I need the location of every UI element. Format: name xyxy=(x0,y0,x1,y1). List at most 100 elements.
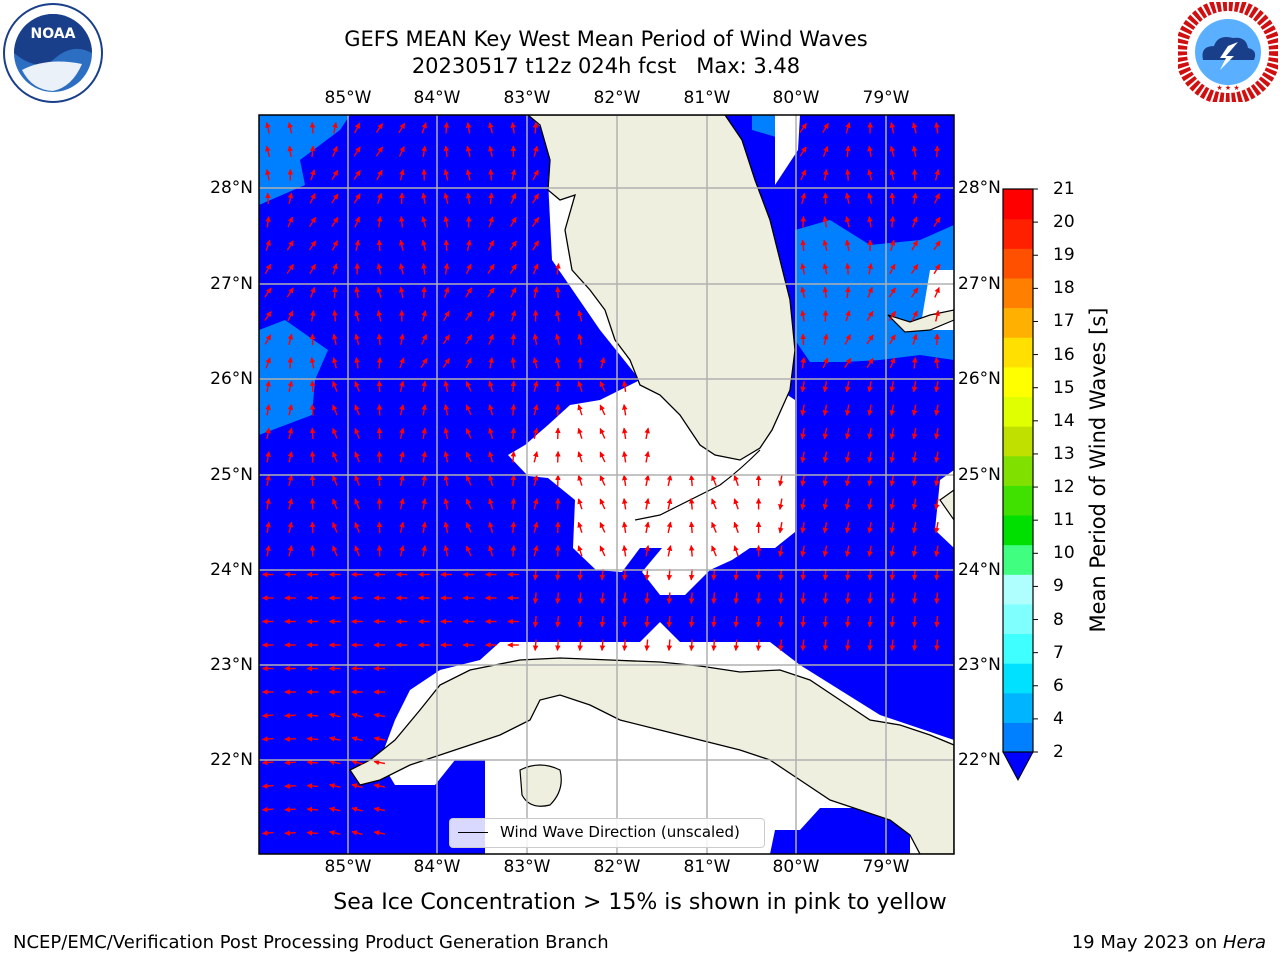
wind-arrow xyxy=(666,592,673,605)
wind-arrow xyxy=(867,192,873,204)
wind-arrow xyxy=(577,474,583,486)
wind-arrow xyxy=(510,310,517,322)
wind-arrow xyxy=(443,145,450,158)
colorbar-tick-label: 11 xyxy=(1053,510,1075,531)
wind-arrow xyxy=(800,427,806,440)
wind-arrow xyxy=(354,380,360,392)
wind-arrow xyxy=(800,521,806,534)
wind-arrow xyxy=(351,830,363,836)
wind-arrow xyxy=(373,830,386,836)
wind-arrow xyxy=(328,759,341,766)
wind-arrow xyxy=(287,380,294,392)
wind-arrow xyxy=(287,498,294,510)
wind-arrow xyxy=(688,615,695,628)
wind-arrow xyxy=(800,310,806,322)
period-region-nw xyxy=(259,115,350,205)
wind-arrow xyxy=(332,263,338,275)
wind-arrow xyxy=(911,310,918,322)
wind-arrow xyxy=(331,193,339,204)
wind-arrow xyxy=(533,145,539,157)
wind-arrow xyxy=(510,450,517,463)
wind-arrow xyxy=(934,169,940,181)
wind-arrow xyxy=(800,568,806,581)
wind-arrow xyxy=(533,380,539,392)
wind-arrow xyxy=(332,380,338,392)
wind-arrow xyxy=(354,521,360,533)
wind-arrow xyxy=(733,639,740,652)
wind-arrow xyxy=(533,474,539,486)
wind-arrow xyxy=(332,521,338,533)
wind-arrow xyxy=(351,736,363,742)
svg-text:★ ★ ★: ★ ★ ★ xyxy=(1216,84,1239,92)
wind-arrow xyxy=(398,215,405,228)
wind-arrow xyxy=(866,357,874,368)
wind-arrow xyxy=(509,216,517,228)
wind-arrow xyxy=(351,759,363,766)
colorbar-label: Mean Period of Wind Waves [s] xyxy=(1086,307,1110,633)
lon-label-top: 81°W xyxy=(683,88,731,108)
wind-arrow xyxy=(844,521,851,534)
wind-arrow xyxy=(711,592,717,605)
wind-arrow xyxy=(399,498,405,510)
wind-arrow xyxy=(443,404,450,416)
wind-arrow xyxy=(711,615,717,628)
wind-arrow xyxy=(488,216,494,228)
wind-arrow xyxy=(287,122,293,134)
wind-arrow xyxy=(934,545,940,557)
wind-arrow xyxy=(599,404,606,416)
wind-arrow xyxy=(822,216,829,228)
wind-arrow xyxy=(799,146,807,157)
wind-arrow xyxy=(644,474,650,487)
wind-arrow xyxy=(488,192,494,205)
wind-arrow xyxy=(621,639,628,652)
colorbar-tick-label: 16 xyxy=(1053,344,1075,365)
wind-arrow xyxy=(309,145,316,158)
lat-label-left: 27°N xyxy=(210,274,253,294)
wind-arrow xyxy=(309,427,316,440)
wind-arrow xyxy=(265,474,271,487)
wind-arrow xyxy=(309,450,316,463)
wind-arrow xyxy=(465,545,472,557)
wind-arrow xyxy=(287,310,294,322)
wind-arrow xyxy=(912,192,918,205)
lon-label-top: 84°W xyxy=(413,88,461,108)
wind-arrow xyxy=(889,451,896,463)
wind-arrow xyxy=(778,592,784,605)
wind-arrow xyxy=(265,145,271,157)
isla-juventud xyxy=(519,764,562,807)
wind-arrow xyxy=(599,474,606,486)
wind-arrow xyxy=(555,639,561,652)
wind-arrow xyxy=(577,404,583,416)
wind-arrow xyxy=(911,122,918,134)
wind-arrow xyxy=(688,474,695,487)
wind-arrow xyxy=(934,404,940,416)
lon-label-top: 85°W xyxy=(324,88,372,108)
wind-arrow xyxy=(287,427,294,439)
wind-arrow xyxy=(867,474,873,487)
wind-arrow xyxy=(488,474,494,486)
wind-arrow xyxy=(711,568,717,581)
wind-arrow xyxy=(599,568,606,581)
wind-arrow xyxy=(755,568,762,581)
wind-arrow xyxy=(443,263,450,275)
wind-arrow xyxy=(309,403,316,416)
wind-arrow xyxy=(532,121,539,134)
wind-arrow xyxy=(845,122,851,134)
wind-arrow xyxy=(309,310,316,322)
colorbar-tick-label: 10 xyxy=(1053,543,1075,564)
wind-arrow xyxy=(934,615,940,628)
wind-arrow xyxy=(510,169,517,181)
colorbar-tick-label: 12 xyxy=(1053,477,1075,498)
wind-arrow xyxy=(822,521,829,534)
wind-arrow xyxy=(533,498,539,510)
wind-arrow xyxy=(309,263,317,275)
wind-arrow xyxy=(443,286,450,298)
wind-arrow xyxy=(889,380,896,393)
wind-arrow xyxy=(399,169,405,181)
wind-arrow xyxy=(287,333,294,345)
wind-arrow xyxy=(688,592,695,605)
wind-arrow xyxy=(822,592,829,605)
wind-arrow xyxy=(488,380,494,392)
colorbar-tick-label: 20 xyxy=(1053,212,1075,233)
